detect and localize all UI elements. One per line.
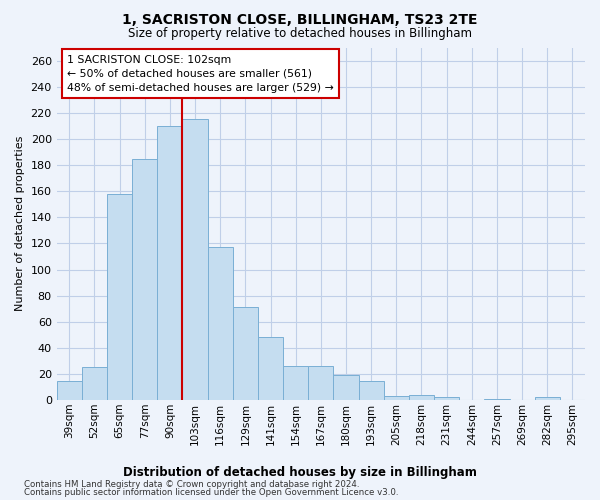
Text: Size of property relative to detached houses in Billingham: Size of property relative to detached ho…	[128, 28, 472, 40]
Bar	[208, 248, 233, 400]
Text: Distribution of detached houses by size in Billingham: Distribution of detached houses by size …	[123, 466, 477, 479]
Bar	[132, 158, 157, 400]
Bar	[384, 396, 409, 400]
Bar	[409, 395, 434, 400]
Bar	[182, 120, 208, 400]
Bar	[359, 380, 384, 400]
Bar	[308, 366, 334, 400]
Bar	[434, 398, 459, 400]
Text: Contains HM Land Registry data © Crown copyright and database right 2024.: Contains HM Land Registry data © Crown c…	[24, 480, 359, 489]
Bar	[107, 194, 132, 400]
Bar	[535, 398, 560, 400]
Text: Contains public sector information licensed under the Open Government Licence v3: Contains public sector information licen…	[24, 488, 398, 497]
Text: 1 SACRISTON CLOSE: 102sqm
← 50% of detached houses are smaller (561)
48% of semi: 1 SACRISTON CLOSE: 102sqm ← 50% of detac…	[67, 54, 334, 92]
Bar	[484, 399, 509, 400]
Bar	[82, 368, 107, 400]
Bar	[157, 126, 182, 400]
Text: 1, SACRISTON CLOSE, BILLINGHAM, TS23 2TE: 1, SACRISTON CLOSE, BILLINGHAM, TS23 2TE	[122, 12, 478, 26]
Bar	[283, 366, 308, 400]
Bar	[334, 376, 359, 400]
Bar	[258, 338, 283, 400]
Y-axis label: Number of detached properties: Number of detached properties	[15, 136, 25, 312]
Bar	[233, 308, 258, 400]
Bar	[56, 380, 82, 400]
